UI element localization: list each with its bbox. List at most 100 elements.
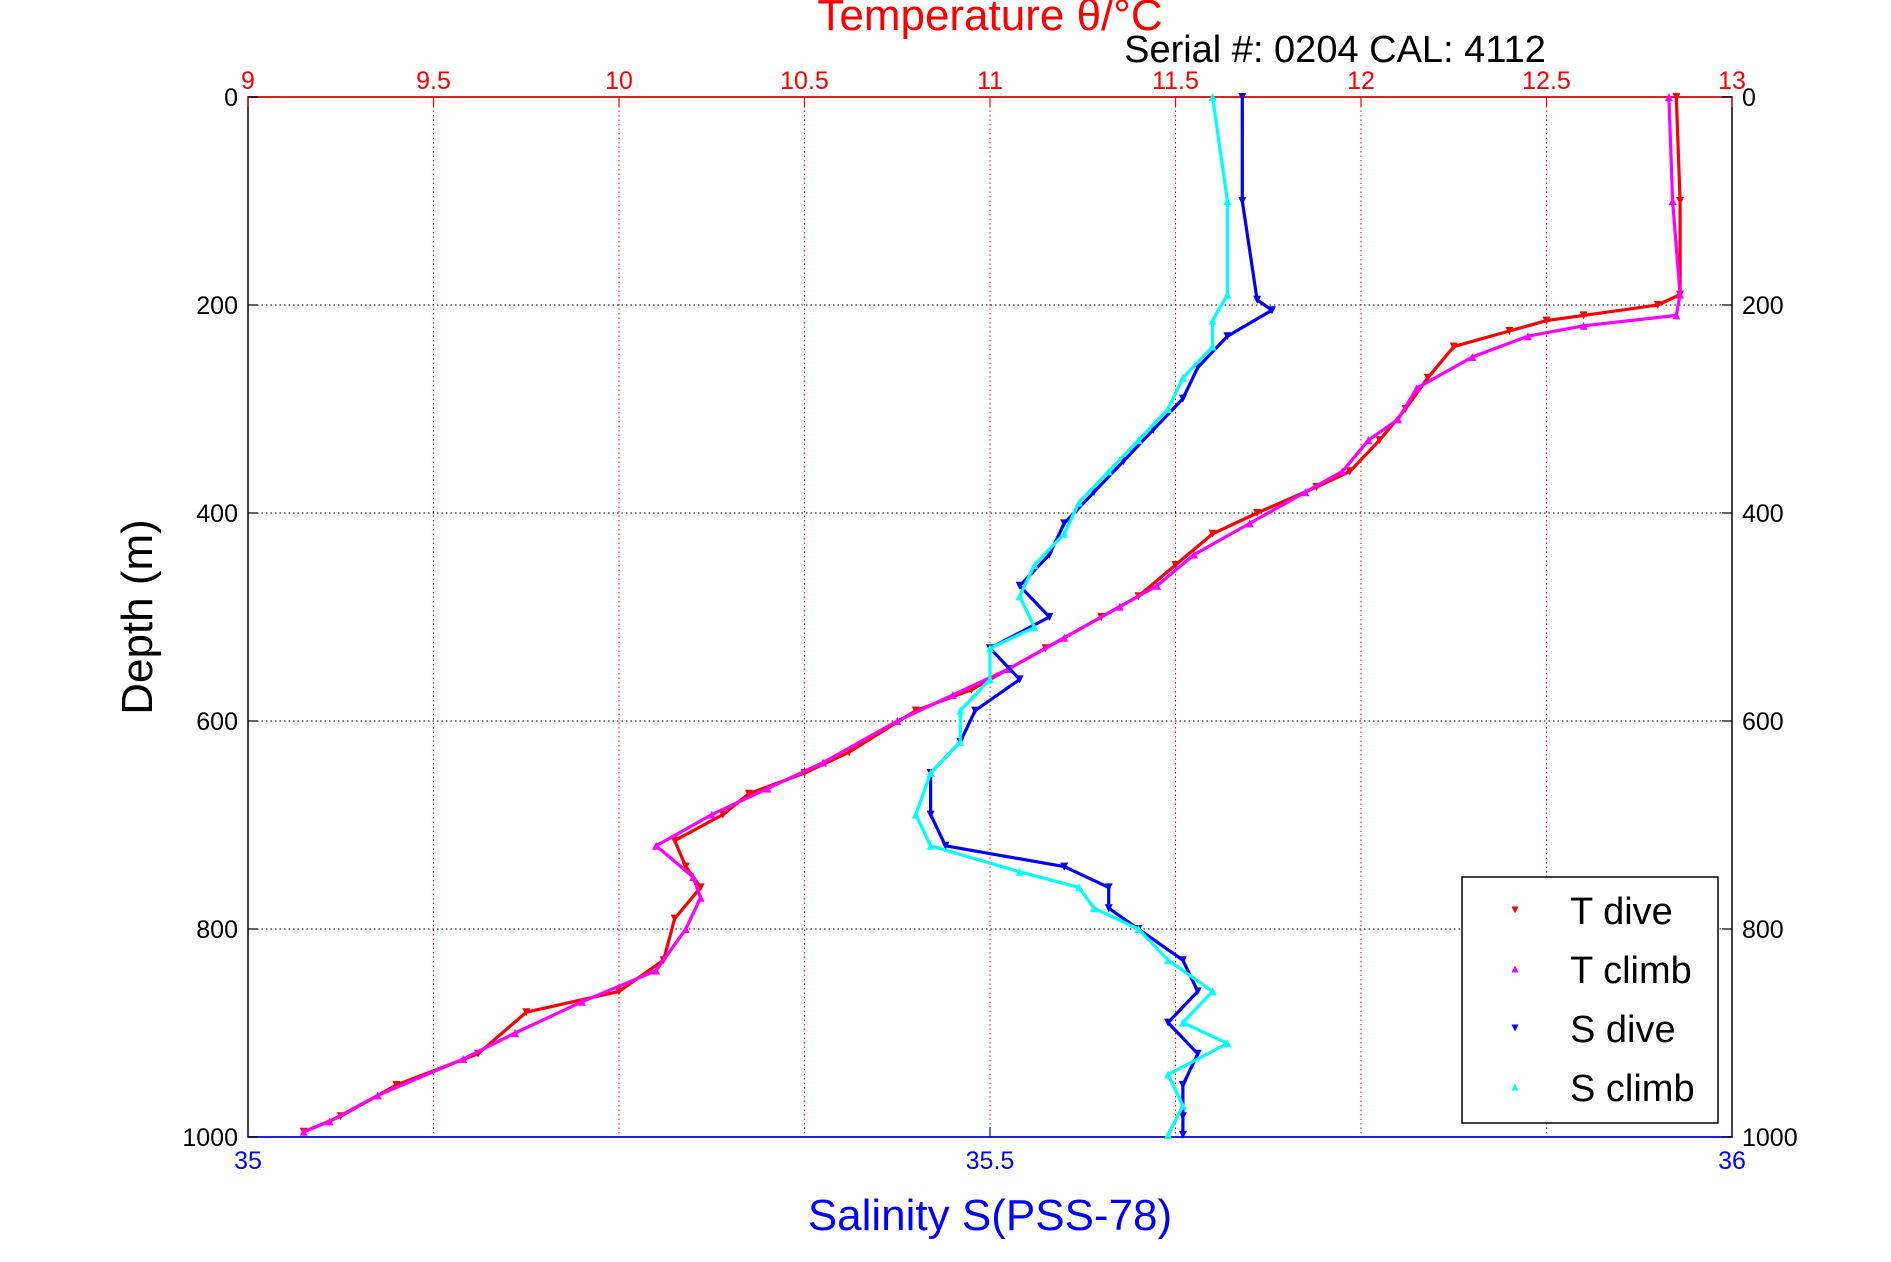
data-point xyxy=(1115,602,1124,611)
series-line xyxy=(928,95,1274,1137)
data-point xyxy=(1223,290,1232,299)
right-axis-tick-label: 600 xyxy=(1742,708,1784,736)
data-point xyxy=(1171,561,1180,569)
top-axis-tick-label: 11.5 xyxy=(1152,67,1199,95)
chart-subtitle: Serial #: 0204 CAL: 4112 xyxy=(1124,29,1546,71)
data-point xyxy=(1253,509,1262,517)
top-axis-tick-label: 9.5 xyxy=(416,67,451,95)
data-point xyxy=(1672,93,1681,101)
legend-marker xyxy=(1511,1024,1519,1032)
data-point xyxy=(1015,675,1024,684)
data-point xyxy=(1668,197,1677,205)
data-point xyxy=(1030,623,1039,632)
data-point xyxy=(1579,321,1588,330)
data-point xyxy=(986,644,994,653)
legend-label: S dive xyxy=(1570,1009,1676,1051)
x-axis-label: Salinity S(PSS-78) xyxy=(808,1191,1172,1240)
data-point xyxy=(1542,316,1551,325)
data-point xyxy=(763,784,772,793)
left-axis-tick-label: 200 xyxy=(196,292,238,320)
data-point xyxy=(1193,987,1202,996)
data-point xyxy=(522,1008,531,1017)
data-point xyxy=(1579,311,1588,320)
data-point xyxy=(1412,384,1421,393)
data-point xyxy=(1523,332,1532,341)
data-point xyxy=(1223,332,1232,341)
data-point xyxy=(707,810,716,819)
data-point xyxy=(956,737,965,746)
data-point xyxy=(1301,488,1310,497)
top-axis-tick-label: 10.5 xyxy=(780,67,829,95)
data-point xyxy=(1178,1130,1187,1139)
legend-label: S climb xyxy=(1570,1068,1695,1110)
data-point xyxy=(1223,197,1232,205)
data-point xyxy=(1134,436,1143,445)
series-line xyxy=(914,95,1230,1137)
data-point xyxy=(926,769,935,777)
data-point xyxy=(1075,498,1084,507)
top-axis-tick-label: 10 xyxy=(605,67,633,95)
data-point xyxy=(1208,93,1217,101)
data-point xyxy=(1075,883,1084,892)
data-point xyxy=(1178,394,1187,403)
left-axis-tick-label: 400 xyxy=(196,500,238,528)
data-point xyxy=(681,925,690,933)
data-point xyxy=(1190,550,1199,559)
data-point xyxy=(956,706,965,715)
data-point xyxy=(986,675,994,684)
data-point xyxy=(652,841,661,850)
top-axis-tick-label: 13 xyxy=(1718,67,1746,95)
left-axis-tick-label: 600 xyxy=(196,708,238,736)
data-point xyxy=(1468,353,1477,361)
data-point xyxy=(1676,197,1685,205)
data-point xyxy=(1045,613,1054,621)
data-point xyxy=(948,691,957,699)
y-axis-label: Depth (m) xyxy=(113,519,162,715)
data-point xyxy=(1164,1070,1173,1079)
left-axis-tick-label: 1000 xyxy=(182,1124,238,1152)
data-point xyxy=(1364,436,1373,445)
data-point xyxy=(819,758,828,767)
top-axis-tick-label: 12 xyxy=(1347,67,1375,95)
top-axis-tick-label: 9 xyxy=(241,67,255,95)
top-axis-tick-label: 12.5 xyxy=(1522,67,1571,95)
data-point xyxy=(1238,197,1247,205)
data-point xyxy=(1375,436,1384,445)
data-point xyxy=(893,717,902,725)
right-axis-tick-label: 400 xyxy=(1742,500,1784,528)
data-point xyxy=(718,810,727,819)
data-point xyxy=(744,789,753,798)
data-point xyxy=(1178,1101,1187,1110)
data-point xyxy=(1178,373,1187,382)
data-point xyxy=(1060,529,1069,538)
legend: T dive T climb S dive S climb xyxy=(1461,876,1719,1124)
data-point xyxy=(1015,592,1024,601)
legend-box xyxy=(1461,876,1719,1124)
data-point xyxy=(299,1127,308,1136)
data-point xyxy=(1253,295,1262,304)
data-point xyxy=(1676,290,1685,299)
data-point xyxy=(670,836,679,845)
data-point xyxy=(1223,1039,1232,1048)
legend-marker xyxy=(1511,1083,1519,1091)
data-point xyxy=(1104,467,1113,476)
data-point xyxy=(373,1091,382,1100)
data-point xyxy=(1267,306,1276,315)
data-point xyxy=(971,706,980,715)
data-point xyxy=(696,893,705,902)
data-point xyxy=(1178,956,1187,965)
left-axis-tick-label: 0 xyxy=(224,84,238,112)
data-point xyxy=(1672,311,1681,320)
data-point xyxy=(1208,987,1217,996)
right-axis-tick-label: 1000 xyxy=(1742,1124,1798,1152)
right-axis-tick-label: 0 xyxy=(1742,84,1756,112)
data-point xyxy=(681,862,690,871)
legend-label: T dive xyxy=(1570,891,1673,933)
data-point xyxy=(1015,581,1024,590)
data-point xyxy=(1653,301,1662,309)
data-point xyxy=(1208,342,1217,351)
data-point xyxy=(1164,1018,1173,1027)
legend-marker xyxy=(1511,906,1519,914)
series-s-climb xyxy=(911,93,1232,1139)
